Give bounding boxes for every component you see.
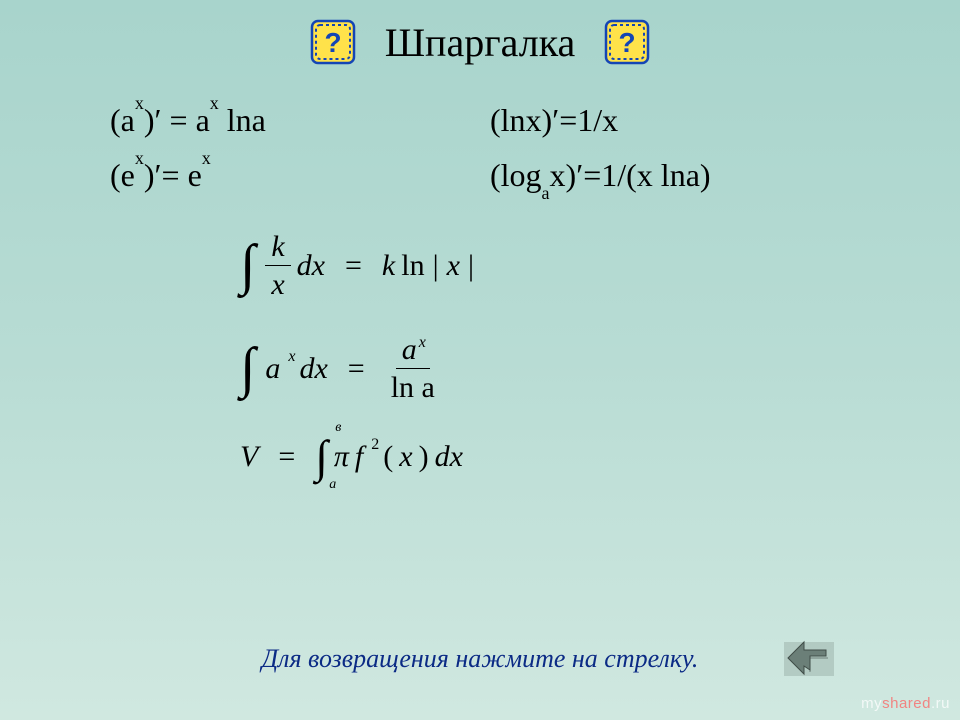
question-icon[interactable]: ? — [603, 18, 651, 66]
var: a — [402, 333, 417, 366]
int-symbol: ∫ — [315, 431, 328, 482]
eq: = — [162, 157, 188, 193]
svg-text:?: ? — [619, 27, 636, 58]
formula-ex: (eх)′= eх — [110, 157, 490, 194]
var: f — [355, 440, 363, 474]
var: e — [188, 157, 202, 193]
denominator: ln a — [385, 369, 441, 404]
title-row: ? Шпаргалка ? — [0, 18, 960, 66]
prime: ′ — [155, 157, 162, 193]
ln: ln — [401, 249, 424, 283]
question-icon[interactable]: ? — [309, 18, 357, 66]
exp: x — [419, 334, 426, 351]
watermark-part: .ru — [931, 695, 950, 712]
integral-icon: ∫ — [240, 240, 259, 290]
prime: ′ — [155, 102, 162, 138]
formula-lnx: (lnx)′=1/x — [490, 102, 870, 139]
exp: х — [202, 148, 211, 168]
eq: = — [162, 102, 196, 138]
eq: = — [264, 440, 309, 474]
var: x — [399, 440, 412, 474]
integral-volume: V = в ∫ a π f2 ( x ) dx — [240, 436, 760, 477]
pi: π — [334, 440, 349, 474]
svg-text:?: ? — [324, 27, 341, 58]
dx: dx — [297, 249, 325, 283]
derivative-formulas: (aх)′ = aх lna (eх)′= eх (lnx)′=1/x (log… — [110, 102, 870, 198]
var: a — [121, 102, 135, 138]
derivatives-right-col: (lnx)′=1/x (logax)′=1/(x lna) — [490, 102, 870, 198]
var: a — [265, 352, 280, 386]
integral-kx: ∫ k x dx = k ln |x| — [240, 230, 760, 301]
dx: dx — [435, 440, 463, 474]
abs-bar: | — [431, 249, 441, 283]
integral-icon: ∫ — [240, 343, 259, 393]
lower-limit: a — [329, 479, 336, 492]
exp: х — [135, 93, 144, 113]
upper-limit: в — [335, 422, 341, 435]
eq: = — [334, 352, 379, 386]
sub: a — [542, 183, 550, 203]
page-title: Шпаргалка — [385, 19, 576, 66]
integral-icon: в ∫ a — [315, 436, 328, 477]
exp: х — [210, 93, 219, 113]
fraction: k x — [265, 230, 290, 301]
var: x — [447, 249, 460, 283]
numerator: k — [265, 230, 290, 266]
denominator: x — [265, 266, 290, 301]
exp: 2 — [371, 436, 379, 454]
integral-formulas: ∫ k x dx = k ln |x| ∫ ax dx = ax ln a V … — [240, 230, 760, 509]
dx: dx — [299, 352, 327, 386]
watermark-part: shared — [882, 695, 931, 712]
watermark: myshared.ru — [861, 695, 950, 712]
pre: (log — [490, 157, 542, 193]
post: x)′=1/(x lna) — [550, 157, 711, 193]
integral-ax: ∫ ax dx = ax ln a — [240, 333, 760, 404]
slide: ? Шпаргалка ? (aх)′ = aх lna (eх)′= eх (… — [0, 0, 960, 720]
abs-bar: | — [466, 249, 476, 283]
exp: x — [288, 348, 295, 366]
derivatives-left-col: (aх)′ = aх lna (eх)′= eх — [110, 102, 490, 198]
back-arrow-button[interactable] — [780, 636, 840, 684]
var: e — [121, 157, 135, 193]
paren: ( — [383, 440, 393, 474]
paren: ) — [419, 440, 429, 474]
var: k — [382, 249, 395, 283]
tail: lna — [219, 102, 266, 138]
formula-logax: (logax)′=1/(x lna) — [490, 157, 870, 198]
var: V — [240, 440, 258, 474]
exp: х — [135, 148, 144, 168]
formula-ax: (aх)′ = aх lna — [110, 102, 490, 139]
numerator: ax — [396, 333, 430, 369]
eq: = — [331, 249, 376, 283]
fraction: ax ln a — [385, 333, 441, 404]
var: a — [196, 102, 210, 138]
watermark-part: my — [861, 695, 882, 712]
